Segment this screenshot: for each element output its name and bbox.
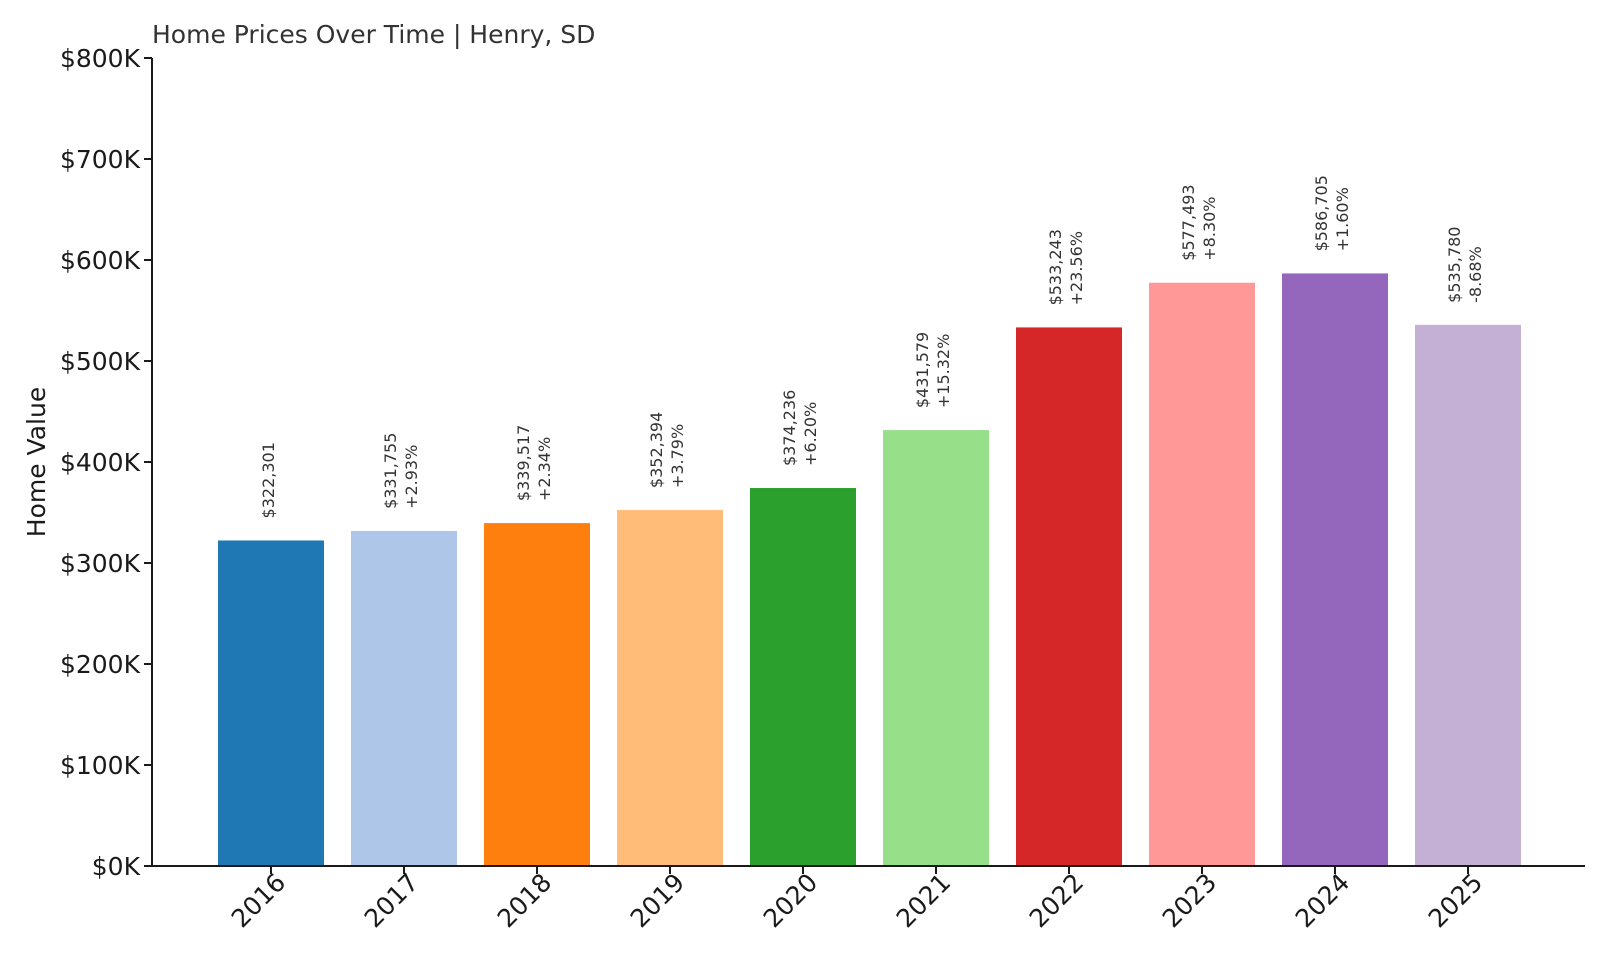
bar-change-label: +2.93% bbox=[402, 445, 421, 509]
bar-2016 bbox=[218, 540, 324, 866]
chart-title: Home Prices Over Time | Henry, SD bbox=[152, 20, 595, 49]
y-tick-label: $100K bbox=[60, 751, 141, 780]
bar-change-label: +1.60% bbox=[1333, 187, 1352, 251]
bars bbox=[218, 273, 1521, 867]
bar-labels: $322,301 $331,755 +2.93% $339,517 +2.34% $352… bbox=[259, 175, 1485, 518]
bar-change-label: -8.68% bbox=[1466, 246, 1485, 303]
bar-change-label: +8.30% bbox=[1200, 196, 1219, 260]
bar-2025 bbox=[1415, 324, 1521, 867]
bar-change-label: +23.56% bbox=[1067, 231, 1086, 305]
bar-2023 bbox=[1149, 282, 1255, 866]
bar-value-label: $533,243 bbox=[1046, 229, 1065, 305]
y-tick-label: $300K bbox=[60, 549, 141, 578]
x-axis-ticks: 2016 2017 2018 2019 2020 2021 2022 2023 2024 2025 bbox=[226, 866, 1488, 933]
x-tick-label: 2025 bbox=[1423, 868, 1488, 933]
y-tick-label: $400K bbox=[60, 448, 141, 477]
y-tick-label: $500K bbox=[60, 347, 141, 376]
bar-value-label: $577,493 bbox=[1179, 184, 1198, 260]
y-tick-label: $800K bbox=[60, 44, 141, 73]
bar-2021 bbox=[883, 430, 989, 866]
bar-value-label: $322,301 bbox=[259, 442, 278, 518]
x-tick-label: 2020 bbox=[758, 868, 823, 933]
bar-2020 bbox=[750, 488, 856, 866]
bar-value-label: $339,517 bbox=[514, 425, 533, 501]
bar-2024 bbox=[1282, 273, 1388, 866]
bar-value-label: $331,755 bbox=[381, 433, 400, 509]
bar-value-label: $535,780 bbox=[1445, 227, 1464, 303]
x-tick-label: 2017 bbox=[359, 868, 424, 933]
bar-2018 bbox=[484, 523, 590, 866]
bar-change-label: +3.79% bbox=[668, 424, 687, 488]
y-tick-label: $0K bbox=[92, 852, 141, 881]
x-tick-label: 2016 bbox=[226, 868, 291, 933]
x-tick-label: 2024 bbox=[1290, 868, 1355, 933]
bar-change-label: +15.32% bbox=[934, 334, 953, 408]
bar-2022 bbox=[1016, 327, 1122, 866]
bar-change-label: +2.34% bbox=[535, 437, 554, 501]
y-axis-ticks: $0K $100K $200K $300K $400K $500K $600K $700K $8… bbox=[60, 44, 152, 881]
x-tick-label: 2021 bbox=[891, 868, 956, 933]
x-tick-label: 2023 bbox=[1157, 868, 1222, 933]
y-tick-label: $200K bbox=[60, 650, 141, 679]
bar-2017 bbox=[351, 530, 457, 866]
y-tick-label: $700K bbox=[60, 145, 141, 174]
bar-2019 bbox=[617, 510, 723, 866]
x-tick-label: 2022 bbox=[1024, 868, 1089, 933]
x-tick-label: 2019 bbox=[625, 868, 690, 933]
x-tick-label: 2018 bbox=[492, 868, 557, 933]
y-tick-label: $600K bbox=[60, 246, 141, 275]
bar-value-label: $431,579 bbox=[913, 332, 932, 408]
bar-value-label: $352,394 bbox=[647, 412, 666, 488]
y-axis-label: Home Value bbox=[22, 387, 51, 537]
bar-value-label: $374,236 bbox=[780, 390, 799, 466]
bar-change-label: +6.20% bbox=[801, 402, 820, 466]
bar-value-label: $586,705 bbox=[1312, 175, 1331, 251]
